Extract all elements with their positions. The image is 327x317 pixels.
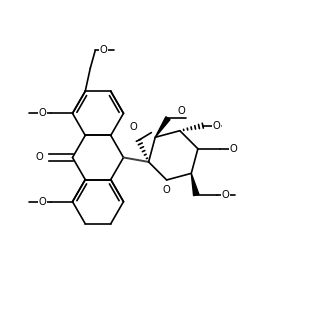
Text: O: O — [177, 106, 185, 116]
Text: O: O — [99, 45, 107, 55]
Text: O: O — [163, 185, 170, 195]
Text: O: O — [39, 108, 47, 118]
Text: O: O — [222, 190, 230, 200]
Polygon shape — [155, 117, 170, 137]
Text: O: O — [213, 121, 221, 131]
Polygon shape — [191, 173, 199, 196]
Text: O: O — [130, 122, 137, 132]
Text: O: O — [230, 144, 237, 154]
Text: O: O — [35, 152, 43, 163]
Text: O: O — [39, 197, 47, 207]
